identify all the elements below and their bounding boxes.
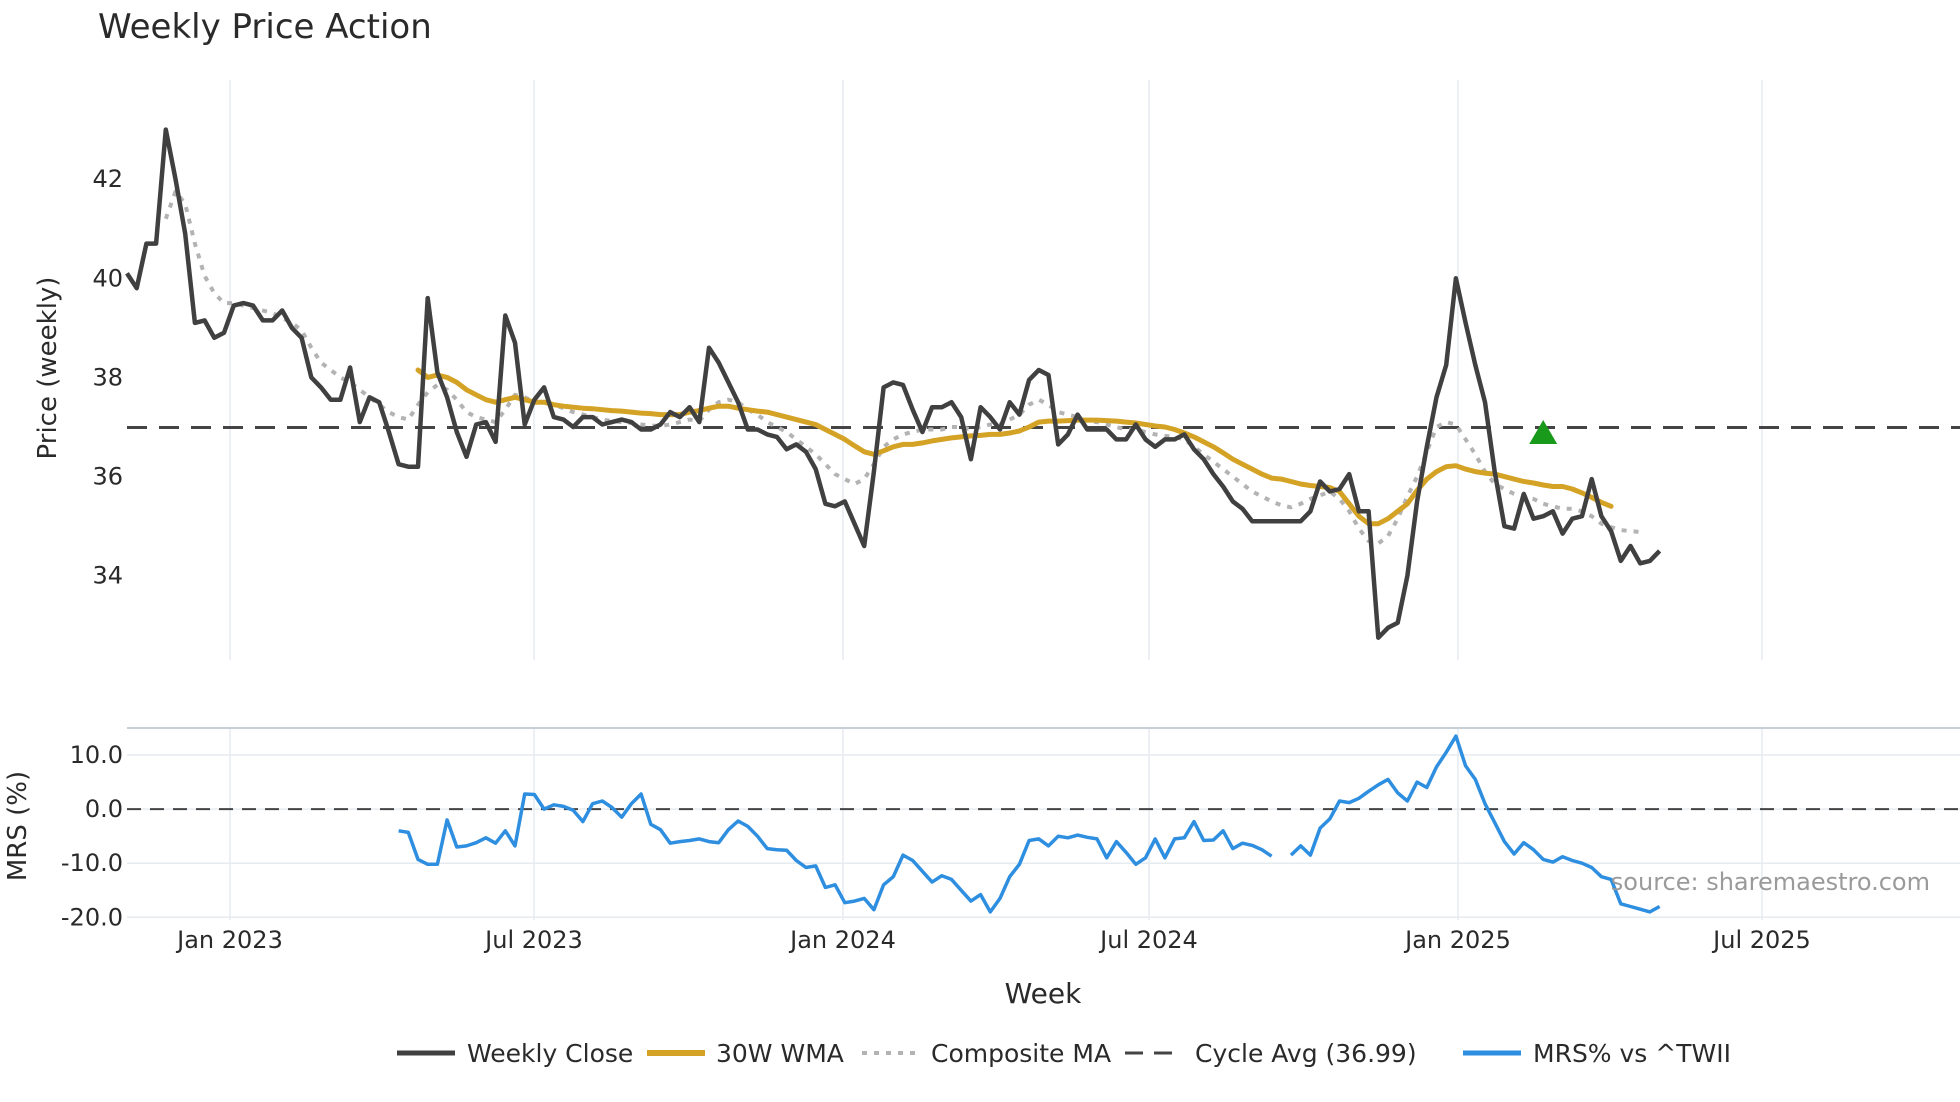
legend: Weekly Close 30W WMA Composite MA Cycle … <box>397 1039 1731 1068</box>
legend-label-cycle-avg: Cycle Avg (36.99) <box>1195 1039 1417 1068</box>
composite-ma-series <box>163 189 1641 546</box>
x-tick-labels: Jan 2023 Jul 2023 Jan 2024 Jul 2024 Jan 2025… <box>175 926 1811 954</box>
x-tick-label: Jan 2023 <box>175 926 283 954</box>
price-y-tick-label: 38 <box>92 363 123 391</box>
legend-label-composite-ma: Composite MA <box>931 1039 1111 1068</box>
price-y-axis-label: Price (weekly) <box>33 277 63 460</box>
buy-signal-marker <box>1529 419 1558 444</box>
mrs-y-axis-label: MRS (%) <box>3 771 33 881</box>
wma-30w-series <box>415 367 1614 527</box>
x-tick-label: Jan 2025 <box>1403 926 1511 954</box>
x-tick-label: Jul 2025 <box>1711 926 1811 954</box>
price-y-tick-label: 34 <box>92 562 123 590</box>
mrs-y-tick-label: -10.0 <box>61 849 123 877</box>
x-tick-label: Jul 2024 <box>1098 926 1198 954</box>
mrs-y-tick-label: 10.0 <box>70 741 123 769</box>
weekly-close-series <box>125 127 1662 640</box>
mrs-y-tick-labels: -20.0 -10.0 0.0 10.0 <box>61 741 1960 931</box>
legend-label-mrs: MRS% vs ^TWII <box>1533 1039 1731 1068</box>
price-y-tick-label: 42 <box>92 165 123 193</box>
price-y-tick-labels: 34 36 38 40 42 <box>92 165 123 590</box>
legend-label-weekly-close: Weekly Close <box>467 1039 633 1068</box>
price-y-tick-label: 36 <box>92 463 123 491</box>
mrs-y-tick-label: -20.0 <box>61 903 123 931</box>
source-label: source: sharemaestro.com <box>1611 868 1930 896</box>
mrs-y-tick-label: 0.0 <box>85 795 123 823</box>
x-tick-label: Jul 2023 <box>483 926 583 954</box>
legend-label-wma-30w: 30W WMA <box>716 1039 844 1068</box>
mrs-series <box>398 734 1661 914</box>
chart-title: Weekly Price Action <box>98 7 432 47</box>
x-gridlines <box>229 80 1763 920</box>
price-y-tick-label: 40 <box>92 264 123 292</box>
x-tick-label: Jan 2024 <box>788 926 896 954</box>
x-axis-label: Week <box>1005 977 1082 1010</box>
